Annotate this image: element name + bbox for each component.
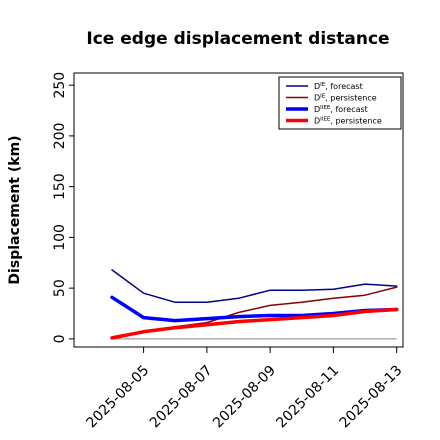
legend-label-3: DIIEE, forecast <box>314 105 368 114</box>
legend-label-1: DIE, forecast <box>314 82 363 91</box>
legend-label-2: DIE, persistence <box>314 94 377 103</box>
y-axis-label: Displacement (km) <box>7 135 23 284</box>
plot-frame <box>73 72 404 348</box>
series-line-1 <box>111 269 398 304</box>
series-line-4 <box>110 307 399 340</box>
y-tick-label: 150 <box>52 173 68 200</box>
y-tick-label: 200 <box>52 123 68 150</box>
y-tick-label: 0 <box>52 334 68 343</box>
x-tick-label: 2025-08-05 <box>84 363 153 432</box>
y-tick-label: 250 <box>52 72 68 99</box>
legend-label-4: DIIEE, persistence <box>314 117 382 126</box>
x-tick-label: 2025-08-13 <box>337 363 406 432</box>
x-tick-label: 2025-08-11 <box>273 363 342 432</box>
x-tick-label: 2025-08-09 <box>210 363 279 432</box>
chart-title: Ice edge displacement distance <box>86 29 389 49</box>
x-tick-label: 2025-08-07 <box>147 363 216 432</box>
y-tick-label: 100 <box>52 224 68 251</box>
legend: DIE, forecast DIE, persistence DIIEE, fore… <box>278 76 402 130</box>
y-tick-label: 50 <box>52 279 68 297</box>
